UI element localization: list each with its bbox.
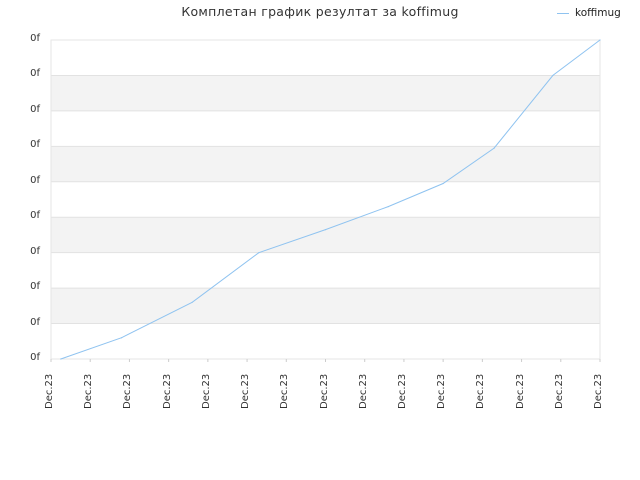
y-tick-label: 0f: [30, 174, 40, 186]
x-tick-label: Dec.23: [318, 373, 330, 409]
legend-swatch: [557, 12, 569, 14]
x-tick-label: Dec.23: [240, 373, 252, 409]
y-tick-label: 0f: [30, 281, 40, 293]
plot-band: [51, 146, 600, 182]
x-tick-label: Dec.23: [161, 373, 173, 409]
x-tick-label: Dec.23: [475, 373, 487, 409]
x-tick-label: Dec.23: [279, 373, 291, 409]
y-tick-label: 0f: [30, 245, 40, 257]
x-tick-label: Dec.23: [436, 373, 448, 409]
data-point: [552, 74, 554, 77]
y-tick-label: 0f: [30, 103, 40, 115]
data-point: [324, 229, 327, 231]
data-point: [599, 39, 601, 41]
data-point: [493, 147, 495, 149]
plot-band: [51, 40, 600, 76]
x-tick-label: Dec.23: [396, 373, 408, 409]
x-tick-label: Dec.23: [83, 373, 95, 409]
x-tick-label: Dec.23: [44, 373, 55, 409]
x-tick-label: Dec.23: [593, 373, 604, 409]
legend[interactable]: koffimug: [557, 7, 621, 19]
data-point: [387, 205, 389, 208]
plot-band: [51, 181, 600, 218]
x-tick-label: Dec.23: [122, 373, 134, 409]
y-tick-label: 0f: [30, 352, 40, 363]
legend-label: koffimug: [575, 7, 621, 19]
x-tick-label: Dec.23: [514, 373, 526, 409]
data-point: [60, 358, 62, 360]
plot-band: [51, 110, 600, 147]
plot-band: [51, 75, 600, 111]
data-point: [442, 182, 444, 185]
y-tick-label: 0f: [30, 316, 40, 328]
data-point: [191, 301, 193, 303]
plot-band: [51, 252, 600, 289]
x-tick-label: Dec.23: [357, 373, 369, 409]
y-tick-label: 0f: [30, 139, 40, 151]
y-tick-label: 0f: [30, 210, 40, 222]
data-point: [258, 252, 260, 254]
y-tick-label: 0f: [30, 33, 40, 44]
data-point: [120, 337, 123, 339]
x-tick-label: Dec.23: [553, 373, 565, 409]
y-tick-label: 0f: [30, 68, 40, 80]
x-tick-label: Dec.23: [200, 373, 212, 409]
plot-band: [51, 323, 600, 359]
plot-band: [51, 288, 600, 324]
chart-title: Комплетан график резултат за koffimug: [181, 4, 459, 19]
plot-band: [51, 217, 600, 253]
series-line-koffimug: [60, 39, 601, 360]
